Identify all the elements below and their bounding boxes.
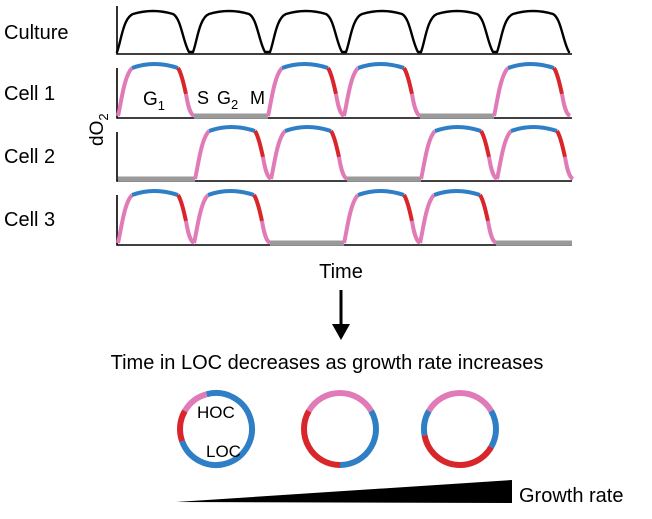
growth-rate-wedge (176, 480, 512, 503)
loc-blue-arc (421, 409, 432, 436)
ring-label-hoc: HOC (197, 403, 235, 422)
g1-finish (486, 220, 498, 245)
g1-finish (560, 93, 572, 118)
s-phase-top (131, 189, 179, 197)
hoc-pink-arc (306, 390, 374, 413)
row-label-cell-1: Cell 1 (4, 83, 55, 105)
cell-1-trace (116, 62, 572, 119)
g2m-fall (329, 129, 341, 158)
g1-finish (184, 93, 196, 118)
summary-text: Time in LOC decreases as growth rate inc… (111, 352, 544, 374)
g1-rise (116, 66, 134, 117)
loc-blue-arc (339, 409, 379, 468)
g1-rise (342, 66, 360, 117)
s-phase-top (510, 125, 558, 133)
g2m-fall (176, 193, 188, 222)
down-arrow-icon (332, 290, 350, 340)
s-phase-top (284, 125, 332, 133)
g1-rise (492, 66, 510, 117)
g1-rise (495, 129, 513, 180)
phase-label-g2: G2 (217, 88, 238, 112)
ring-medium-growth (301, 390, 379, 468)
phase-label-m: M (250, 88, 265, 108)
g1-rise (269, 129, 287, 180)
cell-2-trace (118, 125, 575, 182)
g1-rise (116, 193, 134, 244)
s-phase-top (434, 125, 482, 133)
s-phase-top (357, 189, 405, 197)
growth-rate-label: Growth rate (519, 485, 623, 507)
g2m-fall (402, 193, 414, 222)
culture-axis (116, 6, 572, 55)
cell-3-axis (116, 195, 572, 246)
row-label-cell-2: Cell 2 (4, 146, 55, 168)
g2m-fall (176, 66, 188, 95)
g2m-fall (253, 129, 265, 158)
phase-label-s: S (197, 88, 209, 108)
x-axis-label: Time (319, 261, 363, 283)
s-phase-top (433, 189, 481, 197)
g2m-fall (552, 66, 564, 95)
s-phase-top (131, 62, 179, 70)
hoc-red-arc (301, 409, 341, 468)
loc-blue-arc (179, 390, 255, 468)
g2m-fall (326, 66, 338, 95)
g2m-fall (402, 66, 414, 95)
hoc-pink-arc (182, 391, 208, 413)
ring-fast-growth (421, 390, 499, 468)
loc-blue-arc (488, 409, 499, 449)
g2m-fall (555, 129, 567, 158)
g1-rise (418, 193, 436, 244)
s-phase-top (281, 62, 329, 70)
g1-finish (563, 156, 575, 181)
g1-finish (260, 220, 272, 245)
culture-trace (115, 9, 571, 54)
g1-rise (193, 129, 211, 180)
row-label-cell-3: Cell 3 (4, 209, 55, 231)
s-phase-top (207, 189, 255, 197)
g1-rise (342, 193, 360, 244)
s-phase-top (507, 62, 555, 70)
culture-wave (115, 9, 571, 54)
g1-rise (192, 193, 210, 244)
g2m-fall (252, 193, 264, 222)
hoc-red-arc (177, 409, 188, 443)
s-phase-top (208, 125, 256, 133)
g1-rise (266, 66, 284, 117)
g1-finish (337, 156, 349, 181)
g1-finish (410, 93, 422, 118)
y-axis-label: dO2 (87, 113, 111, 146)
cell-3-trace (116, 189, 572, 246)
ring-slow-growth (177, 390, 255, 468)
g1-rise (419, 129, 437, 180)
g2m-fall (479, 129, 491, 158)
g2m-fall (478, 193, 490, 222)
row-label-culture: Culture (4, 22, 68, 44)
hoc-pink-arc (426, 390, 494, 413)
hoc-red-arc (421, 434, 494, 468)
s-phase-top (357, 62, 405, 70)
ring-label-loc: LOC (206, 442, 241, 461)
phase-label-g1: G1 (143, 89, 165, 113)
